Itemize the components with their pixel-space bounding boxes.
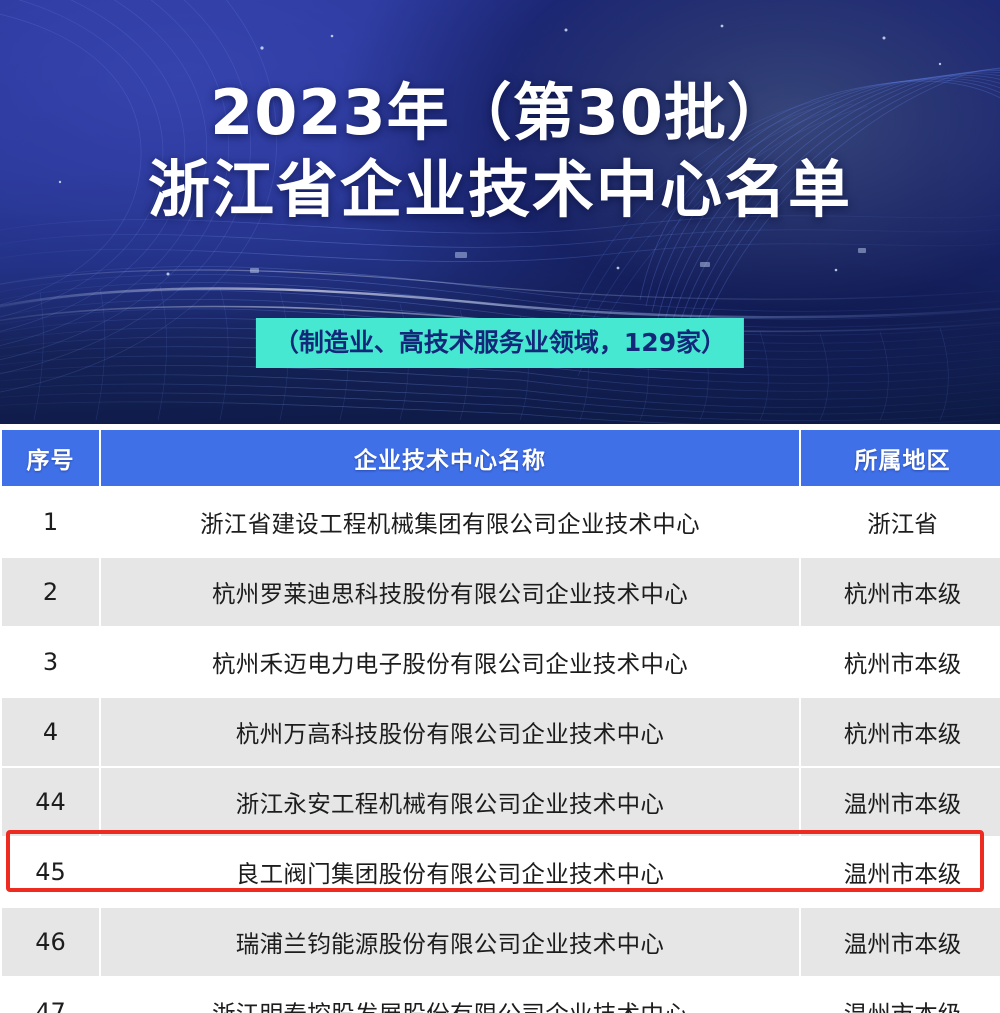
enterprise-tech-center-table: 序号 企业技术中心名称 所属地区 1 浙江省建设工程机械集团有限公司企业技术中心… bbox=[0, 428, 1000, 1013]
cell-index: 47 bbox=[2, 978, 99, 1013]
table-row: 1 浙江省建设工程机械集团有限公司企业技术中心 浙江省 bbox=[2, 488, 1000, 556]
cell-name: 浙江永安工程机械有限公司企业技术中心 bbox=[101, 768, 799, 836]
cell-region: 温州市本级 bbox=[801, 978, 1000, 1013]
cell-region: 温州市本级 bbox=[801, 838, 1000, 906]
cell-index: 3 bbox=[2, 628, 99, 696]
cell-index: 44 bbox=[2, 768, 99, 836]
cell-region: 杭州市本级 bbox=[801, 558, 1000, 626]
cell-index: 2 bbox=[2, 558, 99, 626]
cell-name: 瑞浦兰钧能源股份有限公司企业技术中心 bbox=[101, 908, 799, 976]
table-row: 3 杭州禾迈电力电子股份有限公司企业技术中心 杭州市本级 bbox=[2, 628, 1000, 696]
column-header-region: 所属地区 bbox=[801, 430, 1000, 486]
listing-table-container: 序号 企业技术中心名称 所属地区 1 浙江省建设工程机械集团有限公司企业技术中心… bbox=[0, 424, 1000, 1013]
table-row: 2 杭州罗莱迪思科技股份有限公司企业技术中心 杭州市本级 bbox=[2, 558, 1000, 626]
table-row-highlighted: 46 瑞浦兰钧能源股份有限公司企业技术中心 温州市本级 bbox=[2, 908, 1000, 976]
cell-name: 杭州万高科技股份有限公司企业技术中心 bbox=[101, 698, 799, 766]
cell-region: 杭州市本级 bbox=[801, 628, 1000, 696]
cell-region: 杭州市本级 bbox=[801, 698, 1000, 766]
cell-name: 良工阀门集团股份有限公司企业技术中心 bbox=[101, 838, 799, 906]
table-header: 序号 企业技术中心名称 所属地区 bbox=[2, 430, 1000, 486]
cell-name: 杭州禾迈电力电子股份有限公司企业技术中心 bbox=[101, 628, 799, 696]
cell-index: 45 bbox=[2, 838, 99, 906]
table-row: 44 浙江永安工程机械有限公司企业技术中心 温州市本级 bbox=[2, 768, 1000, 836]
banner-subtitle-badge: （制造业、高技术服务业领域，129家） bbox=[255, 318, 745, 368]
cell-index: 46 bbox=[2, 908, 99, 976]
cell-name: 杭州罗莱迪思科技股份有限公司企业技术中心 bbox=[101, 558, 799, 626]
cell-index: 1 bbox=[2, 488, 99, 556]
table-body: 1 浙江省建设工程机械集团有限公司企业技术中心 浙江省 2 杭州罗莱迪思科技股份… bbox=[2, 488, 1000, 1013]
cell-region: 浙江省 bbox=[801, 488, 1000, 556]
column-header-name: 企业技术中心名称 bbox=[101, 430, 799, 486]
table-row: 47 浙江明泰控股发展股份有限公司企业技术中心 温州市本级 bbox=[2, 978, 1000, 1013]
cell-region: 温州市本级 bbox=[801, 768, 1000, 836]
column-header-index: 序号 bbox=[2, 430, 99, 486]
poster-banner: 2023年（第30批） 浙江省企业技术中心名单 （制造业、高技术服务业领域，12… bbox=[0, 0, 1000, 424]
table-row: 4 杭州万高科技股份有限公司企业技术中心 杭州市本级 bbox=[2, 698, 1000, 766]
cell-index: 4 bbox=[2, 698, 99, 766]
banner-decorative-waves bbox=[0, 0, 1000, 424]
table-row: 45 良工阀门集团股份有限公司企业技术中心 温州市本级 bbox=[2, 838, 1000, 906]
cell-name: 浙江明泰控股发展股份有限公司企业技术中心 bbox=[101, 978, 799, 1013]
cell-name: 浙江省建设工程机械集团有限公司企业技术中心 bbox=[101, 488, 799, 556]
cell-region: 温州市本级 bbox=[801, 908, 1000, 976]
table-header-row: 序号 企业技术中心名称 所属地区 bbox=[2, 430, 1000, 486]
